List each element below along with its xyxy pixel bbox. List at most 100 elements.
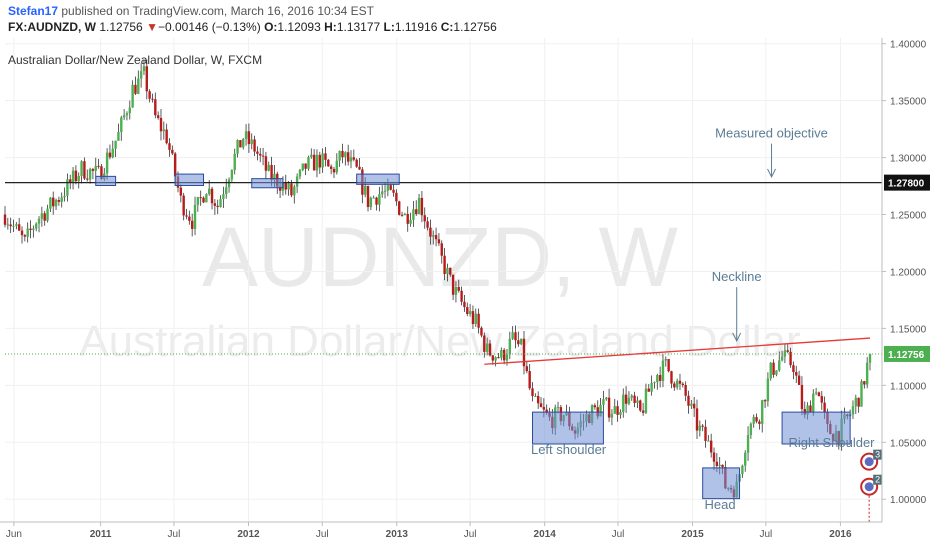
x-tick-label: Jul bbox=[464, 529, 477, 540]
price-label-text: 1.27800 bbox=[888, 179, 925, 190]
candle-body bbox=[369, 197, 373, 208]
x-tick-label: 2013 bbox=[386, 529, 409, 540]
candle-body bbox=[778, 360, 781, 371]
candle-body bbox=[795, 372, 798, 376]
y-tick-label: 1.40000 bbox=[890, 40, 927, 51]
candle-body bbox=[639, 400, 642, 411]
y-tick-label: 1.10000 bbox=[890, 381, 927, 392]
close-label: C: bbox=[440, 20, 454, 34]
price-change: −0.00146 (−0.13%) bbox=[157, 20, 261, 34]
event-flag-number: 3 bbox=[875, 450, 880, 460]
candle-body bbox=[148, 91, 151, 99]
pattern-box[interactable] bbox=[356, 173, 400, 185]
y-tick-label: 1.35000 bbox=[890, 97, 927, 108]
author-link[interactable]: Stefan17 bbox=[8, 4, 59, 18]
candle-body bbox=[675, 380, 679, 388]
symbol-label[interactable]: FX:AUDNZD, bbox=[8, 20, 82, 34]
x-tick-label: Jul bbox=[316, 529, 329, 540]
candle-body bbox=[386, 185, 390, 191]
candle-body bbox=[145, 66, 149, 92]
candle-body bbox=[636, 400, 639, 403]
publish-text: published on TradingView.com, March 16, … bbox=[61, 4, 375, 18]
candle-body bbox=[704, 426, 707, 441]
candle-body bbox=[242, 138, 245, 148]
high-value: 1.13177 bbox=[336, 20, 381, 34]
candle-body bbox=[534, 396, 537, 398]
candle-body bbox=[599, 404, 602, 417]
candle-body bbox=[749, 423, 753, 436]
interval-label[interactable]: W bbox=[84, 20, 96, 34]
price-label-tag bbox=[884, 345, 930, 362]
candle-body bbox=[97, 165, 100, 167]
candle-body bbox=[517, 340, 520, 345]
candle-body bbox=[814, 392, 818, 394]
candle-body bbox=[307, 157, 310, 169]
candle-body bbox=[239, 140, 242, 148]
candle-body bbox=[497, 357, 500, 359]
pattern-box[interactable] bbox=[251, 178, 284, 189]
pattern-box[interactable] bbox=[532, 411, 604, 445]
open-value: 1.12093 bbox=[277, 20, 321, 34]
candle-body bbox=[480, 327, 483, 336]
candle-body bbox=[349, 157, 353, 162]
candle-body bbox=[792, 365, 795, 373]
low-value: 1.11916 bbox=[394, 20, 438, 34]
pattern-box[interactable] bbox=[702, 467, 741, 500]
candle-body bbox=[256, 151, 259, 154]
candle-body bbox=[423, 215, 426, 222]
candle-body bbox=[15, 224, 18, 226]
neckline-line[interactable] bbox=[484, 337, 871, 365]
candle-body bbox=[139, 71, 143, 79]
candle-body bbox=[519, 338, 523, 345]
pattern-box[interactable] bbox=[781, 411, 851, 445]
watermark: AUDNZD, W Australian Dollar/New Zealand … bbox=[79, 210, 800, 366]
candle-body bbox=[128, 107, 131, 114]
price-chart[interactable]: AUDNZD, W Australian Dollar/New Zealand … bbox=[0, 38, 932, 550]
annotation-label[interactable]: Left shoulder bbox=[531, 442, 607, 457]
time-axis[interactable]: Jun 2011 Jul 2012 Jul 2013 Jul 2014 Jul 2015 Jul 20… bbox=[0, 521, 882, 540]
candle-body bbox=[312, 154, 316, 171]
candle-body bbox=[744, 452, 747, 466]
candle-body bbox=[196, 197, 200, 205]
pattern-box[interactable] bbox=[95, 175, 117, 186]
candle-body bbox=[865, 362, 869, 385]
candle-body bbox=[426, 221, 429, 228]
candle-body bbox=[684, 385, 687, 396]
candle-body bbox=[301, 163, 304, 170]
price-label-text: 1.12756 bbox=[888, 350, 925, 361]
candle-body bbox=[151, 98, 154, 100]
y-tick-label: 1.00000 bbox=[890, 495, 927, 506]
x-tick-label: 2016 bbox=[829, 529, 852, 540]
candle-body bbox=[17, 224, 21, 231]
candle-body bbox=[372, 197, 375, 199]
annotation-label[interactable]: Head bbox=[705, 497, 736, 512]
candle-body bbox=[786, 350, 789, 352]
chart-title: Australian Dollar/New Zealand Dollar, W,… bbox=[8, 53, 262, 67]
candle-body bbox=[545, 409, 548, 413]
candle-body bbox=[500, 349, 503, 358]
x-tick-label: Jul bbox=[168, 529, 181, 540]
watermark-symbol: AUDNZD, W bbox=[202, 210, 678, 304]
candle-body bbox=[117, 131, 120, 141]
candle-body bbox=[673, 383, 676, 388]
pattern-box[interactable] bbox=[174, 173, 205, 186]
candle-body bbox=[225, 187, 228, 195]
candle-body bbox=[755, 417, 758, 422]
close-value: 1.12756 bbox=[453, 20, 497, 34]
candle-body bbox=[667, 358, 670, 372]
candle-body bbox=[687, 395, 690, 406]
price-axis[interactable]: 1.40000 1.35000 1.30000 1.25000 1.20000 1.150… bbox=[881, 38, 930, 522]
candle-body bbox=[806, 405, 809, 415]
candle-body bbox=[406, 213, 409, 224]
candle-body bbox=[707, 440, 710, 442]
candle-body bbox=[502, 349, 506, 361]
candle-body bbox=[434, 235, 438, 240]
candle-body bbox=[392, 189, 395, 193]
candle-body bbox=[49, 197, 52, 209]
candle-body bbox=[463, 301, 466, 308]
candle-body bbox=[3, 214, 7, 225]
candle-body bbox=[131, 84, 134, 108]
annotation-label[interactable]: Neckline bbox=[712, 269, 762, 284]
annotation-label[interactable]: Right Shoulder bbox=[789, 435, 876, 450]
annotation-label[interactable]: Measured objective bbox=[715, 126, 828, 141]
